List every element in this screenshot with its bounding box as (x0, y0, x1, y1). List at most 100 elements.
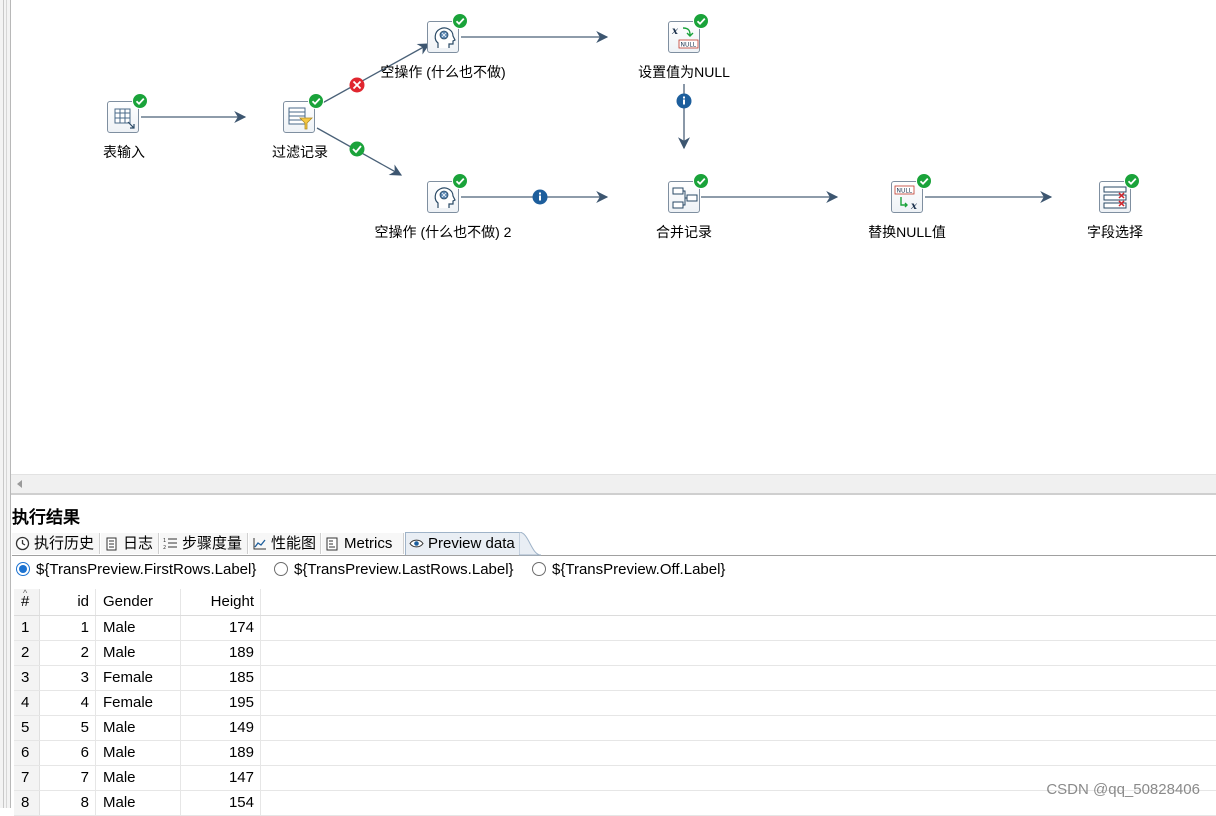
check-icon (693, 173, 709, 189)
tab-execution-history[interactable]: 执行历史 (12, 533, 100, 554)
filter-icon (288, 107, 313, 130)
cell-id[interactable]: 1 (40, 616, 96, 640)
cell-gender[interactable]: Male (96, 741, 181, 765)
cell-gender[interactable]: Male (96, 716, 181, 740)
row-index: 1 (14, 616, 40, 640)
tab-label: 日志 (123, 535, 154, 552)
check-icon (693, 13, 709, 29)
tab-preview-data[interactable]: Preview data (405, 532, 520, 555)
hop-filter-dummy1[interactable] (316, 43, 431, 107)
cell-gender[interactable]: Male (96, 641, 181, 665)
svg-text:x: x (910, 201, 918, 212)
radio-label: ${TransPreview.Off.Label} (552, 561, 726, 578)
column-header-index[interactable]: ^ # (14, 588, 40, 615)
transformation-canvas[interactable]: 表输入 过滤记录 空操作 (什么也不做) 空操作 (什么也不做) 2 (11, 0, 1216, 474)
svg-text:1: 1 (163, 538, 166, 544)
step-label: 空操作 (什么也不做) (380, 64, 506, 80)
cell-gender[interactable]: Male (96, 791, 181, 815)
cell-height[interactable]: 185 (181, 666, 261, 690)
cell-gender[interactable]: Female (96, 691, 181, 715)
check-icon (132, 93, 148, 109)
radio-label: ${TransPreview.FirstRows.Label} (36, 561, 257, 578)
step-table-input[interactable] (107, 101, 139, 133)
column-header-id[interactable]: id (40, 589, 96, 615)
radio-button[interactable] (16, 562, 30, 576)
radio-first-rows[interactable]: ${TransPreview.FirstRows.Label} (14, 560, 256, 580)
info-hop-badge-dummy2 (532, 189, 548, 205)
cell-height[interactable]: 154 (181, 791, 261, 815)
cell-gender[interactable]: Male (96, 616, 181, 640)
step-label: 表输入 (103, 144, 145, 160)
radio-label: ${TransPreview.LastRows.Label} (294, 561, 514, 578)
step-label: 空操作 (什么也不做) 2 (374, 224, 512, 240)
row-index: 5 (14, 716, 40, 740)
cell-id[interactable]: 8 (40, 791, 96, 815)
step-dummy-2[interactable] (427, 181, 459, 213)
panel-splitter[interactable] (11, 493, 1216, 495)
svg-text:2: 2 (163, 545, 166, 551)
merge-icon (672, 187, 698, 209)
tab-label: 性能图 (271, 535, 317, 552)
svg-text:x: x (671, 26, 679, 37)
column-header-height[interactable]: Height (181, 589, 261, 615)
cell-id[interactable]: 4 (40, 691, 96, 715)
canvas-horizontal-scrollbar[interactable] (11, 474, 1216, 493)
cell-height[interactable]: 147 (181, 766, 261, 790)
radio-button[interactable] (274, 562, 288, 576)
table-input-icon (114, 108, 135, 129)
column-header-gender[interactable]: Gender (96, 589, 181, 615)
cell-id[interactable]: 6 (40, 741, 96, 765)
tab-label: Preview data (428, 535, 515, 552)
cell-height[interactable]: 189 (181, 741, 261, 765)
cell-height[interactable]: 174 (181, 616, 261, 640)
scroll-left-arrow-icon[interactable] (17, 480, 22, 488)
tab-metrics[interactable]: Metrics (322, 533, 404, 554)
cell-id[interactable]: 3 (40, 666, 96, 690)
info-hop-badge-merge (676, 93, 692, 109)
table-row[interactable]: 5 5 Male 149 (14, 716, 1216, 741)
row-index: 2 (14, 641, 40, 665)
tab-performance-graph[interactable]: 性能图 (249, 533, 321, 554)
svg-text:NULL: NULL (681, 42, 697, 49)
tab-label: 执行历史 (34, 535, 95, 552)
eye-icon (409, 539, 424, 548)
table-row[interactable]: 6 6 Male 189 (14, 741, 1216, 766)
cell-gender[interactable]: Female (96, 666, 181, 690)
svg-text:NULL: NULL (897, 188, 913, 195)
cell-id[interactable]: 7 (40, 766, 96, 790)
cell-height[interactable]: 149 (181, 716, 261, 740)
active-tab-curve (519, 532, 541, 556)
step-merge[interactable] (668, 181, 700, 213)
cell-height[interactable]: 195 (181, 691, 261, 715)
table-row[interactable]: 1 1 Male 174 (14, 616, 1216, 641)
step-label: 设置值为NULL (638, 64, 730, 80)
table-row[interactable]: 8 8 Male 154 (14, 791, 1216, 816)
preview-data-table: ^ # id Gender Height 1 1 Male 174 2 2 Mal… (14, 588, 1216, 816)
check-icon (452, 13, 468, 29)
table-row[interactable]: 2 2 Male 189 (14, 641, 1216, 666)
watermark: CSDN @qq_50828406 (1046, 781, 1200, 798)
dummy-head-icon (434, 187, 456, 208)
table-row[interactable]: 3 3 Female 185 (14, 666, 1216, 691)
replace-null-icon: NULL x (894, 185, 918, 212)
tab-label: Metrics (344, 535, 393, 552)
tab-log[interactable]: 日志 (101, 533, 159, 554)
set-null-icon: x NULL (671, 26, 699, 49)
log-icon (106, 537, 117, 551)
cell-id[interactable]: 2 (40, 641, 96, 665)
table-row[interactable]: 4 4 Female 195 (14, 691, 1216, 716)
sort-indicator-icon: ^ (23, 588, 28, 598)
table-header-row: ^ # id Gender Height (14, 588, 1216, 616)
cell-gender[interactable]: Male (96, 766, 181, 790)
radio-last-rows[interactable]: ${TransPreview.LastRows.Label} (272, 560, 514, 580)
left-panel-edge[interactable] (0, 0, 11, 808)
cell-height[interactable]: 189 (181, 641, 261, 665)
cell-id[interactable]: 5 (40, 716, 96, 740)
radio-button[interactable] (532, 562, 546, 576)
metrics-icon (326, 537, 338, 551)
radio-off[interactable]: ${TransPreview.Off.Label} (530, 560, 725, 580)
table-row[interactable]: 7 7 Male 147 (14, 766, 1216, 791)
check-icon (916, 173, 932, 189)
